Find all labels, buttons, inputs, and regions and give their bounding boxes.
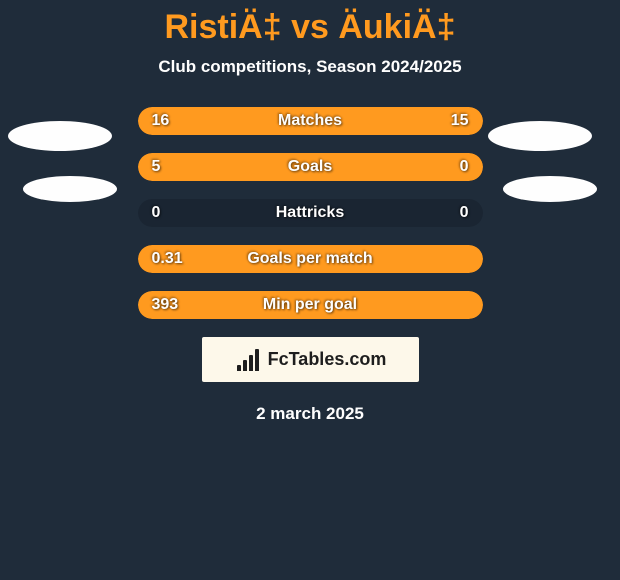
bar-value-left: 5 [152,153,161,181]
page-title: RistiÄ‡ vs ÄukiÄ‡ [0,0,620,47]
bar-value-left: 0 [152,199,161,227]
logo-text: FcTables.com [268,349,387,370]
bar-label: Goals per match [138,245,483,273]
subtitle: Club competitions, Season 2024/2025 [0,57,620,77]
bar-value-right: 15 [451,107,469,135]
icon-bar [237,365,241,371]
stat-bar: Hattricks0 0 [138,199,483,227]
icon-bar [255,349,259,371]
fctables-logo: FcTables.com [202,337,419,382]
stat-bar: Goals per match0.31 [138,245,483,273]
decorative-ellipse [8,121,112,151]
bar-value-left: 16 [152,107,170,135]
date-label: 2 march 2025 [0,404,620,424]
decorative-ellipse [503,176,597,202]
decorative-ellipse [23,176,117,202]
bar-label: Matches [138,107,483,135]
stat-bar: Min per goal393 [138,291,483,319]
bar-label: Min per goal [138,291,483,319]
bar-value-left: 0.31 [152,245,183,273]
stat-bar: Matches16 15 [138,107,483,135]
bar-label: Goals [138,153,483,181]
stat-bar: Goals5 0 [138,153,483,181]
icon-bar [249,355,253,371]
bar-value-right: 0 [460,153,469,181]
bar-value-right: 0 [460,199,469,227]
bar-value-left: 393 [152,291,179,319]
decorative-ellipse [488,121,592,151]
icon-bar [243,360,247,371]
bar-label: Hattricks [138,199,483,227]
bar-chart-icon [234,349,262,371]
comparison-infographic: RistiÄ‡ vs ÄukiÄ‡ Club competitions, Sea… [0,0,620,580]
